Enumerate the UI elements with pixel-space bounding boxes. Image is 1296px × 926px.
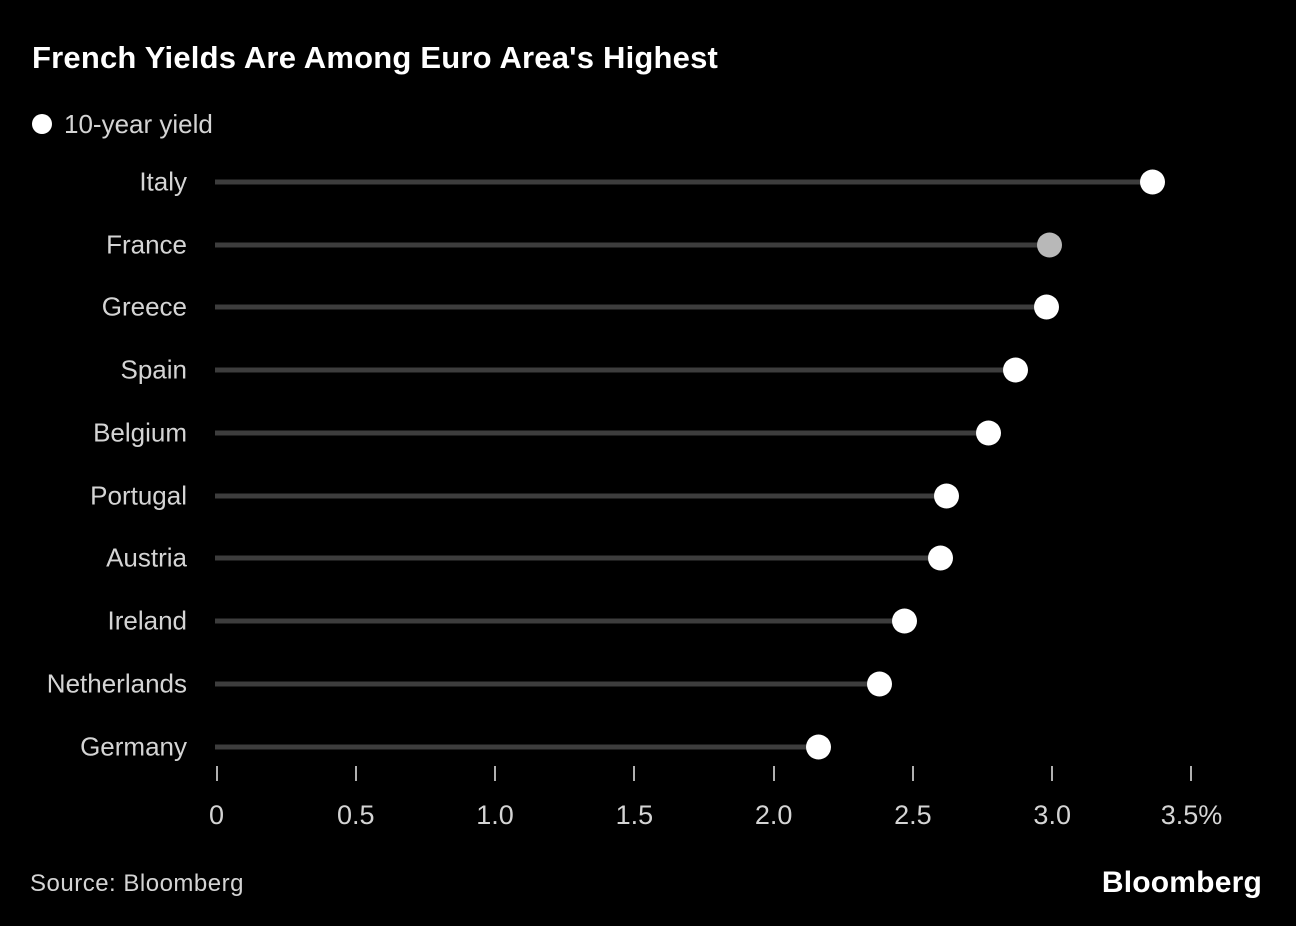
category-label-spain: Spain xyxy=(120,354,188,385)
x-axis-tick-label-7: 3.5% xyxy=(1160,800,1223,830)
data-point-dot-greece xyxy=(1034,294,1060,320)
data-point-dot-germany xyxy=(805,734,831,760)
lollipop-stem-netherlands xyxy=(215,681,880,687)
chart-row-belgium: Belgium xyxy=(0,401,1296,464)
bloomberg-logo: Bloomberg xyxy=(1101,866,1262,899)
data-point-dot-netherlands xyxy=(866,671,892,697)
lollipop-stem-belgium xyxy=(215,430,989,436)
lollipop-stem-italy xyxy=(215,179,1153,185)
legend-label: 10-year yield xyxy=(64,108,213,139)
lollipop-stem-portugal xyxy=(215,493,947,499)
x-axis-tick-7 xyxy=(1190,766,1193,781)
chart-row-spain: Spain xyxy=(0,339,1296,402)
category-label-italy: Italy xyxy=(139,166,187,197)
category-label-ireland: Ireland xyxy=(107,605,188,636)
data-point-dot-ireland xyxy=(892,608,918,634)
category-label-netherlands: Netherlands xyxy=(46,668,187,699)
chart-row-austria: Austria xyxy=(0,527,1296,590)
lollipop-stem-ireland xyxy=(215,618,905,624)
lollipop-stem-spain xyxy=(215,367,1016,373)
data-point-dot-portugal xyxy=(933,483,959,509)
x-axis-tick-1 xyxy=(354,766,357,781)
chart-row-germany: Germany xyxy=(0,715,1296,778)
x-axis-tick-2 xyxy=(494,766,497,781)
chart-row-ireland: Ireland xyxy=(0,590,1296,653)
category-label-portugal: Portugal xyxy=(90,480,187,511)
x-axis-tick-label-0: 0 xyxy=(208,800,225,830)
x-axis-tick-4 xyxy=(772,766,775,781)
data-point-dot-belgium xyxy=(975,420,1001,446)
chart-row-portugal: Portugal xyxy=(0,464,1296,527)
x-axis-tick-label-6: 3.0 xyxy=(1033,800,1071,830)
category-label-belgium: Belgium xyxy=(93,417,187,448)
data-point-dot-italy xyxy=(1139,169,1165,195)
legend-dot-icon xyxy=(32,114,52,134)
chart-row-netherlands: Netherlands xyxy=(0,652,1296,715)
x-axis-tick-label-5: 2.5 xyxy=(894,800,932,830)
chart-row-greece: Greece xyxy=(0,276,1296,339)
x-axis-tick-label-3: 1.5 xyxy=(615,800,654,830)
category-label-france: France xyxy=(106,229,187,260)
x-axis-tick-0 xyxy=(215,766,218,781)
chart-row-france: France xyxy=(0,213,1296,276)
category-label-greece: Greece xyxy=(101,291,187,322)
data-point-dot-spain xyxy=(1003,357,1029,383)
lollipop-stem-greece xyxy=(215,304,1047,310)
category-label-austria: Austria xyxy=(106,542,187,573)
x-axis-tick-3 xyxy=(633,766,636,781)
chart-row-italy: Italy xyxy=(0,151,1296,214)
x-axis-tick-5 xyxy=(911,766,914,781)
chart-title: French Yields Are Among Euro Area's High… xyxy=(32,40,719,75)
lollipop-stem-germany xyxy=(215,744,819,750)
x-axis-tick-6 xyxy=(1051,766,1054,781)
category-label-germany: Germany xyxy=(80,731,187,762)
source-attribution: Source: Bloomberg xyxy=(30,870,244,897)
x-axis-tick-label-1: 0.5 xyxy=(337,800,375,830)
x-axis-tick-label-2: 1.0 xyxy=(476,800,514,830)
lollipop-stem-austria xyxy=(215,555,941,561)
lollipop-stem-france xyxy=(215,242,1050,248)
data-point-dot-france xyxy=(1036,232,1062,258)
data-point-dot-austria xyxy=(928,545,954,571)
x-axis-tick-label-4: 2.0 xyxy=(754,800,793,830)
chart-legend: 10-year yield xyxy=(32,108,213,139)
